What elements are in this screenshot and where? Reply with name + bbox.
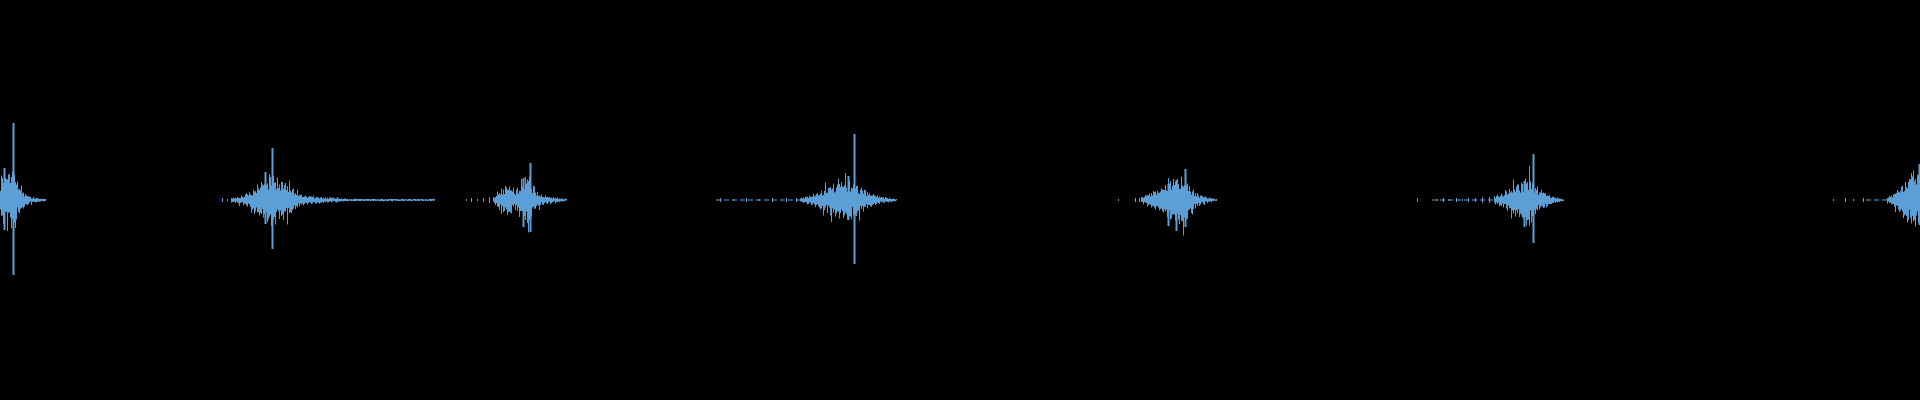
waveform-transient-spikes xyxy=(3,123,1920,275)
waveform-bodies xyxy=(0,166,1920,236)
waveform-burst-group xyxy=(0,123,1920,275)
waveform-ticks xyxy=(42,197,1864,203)
